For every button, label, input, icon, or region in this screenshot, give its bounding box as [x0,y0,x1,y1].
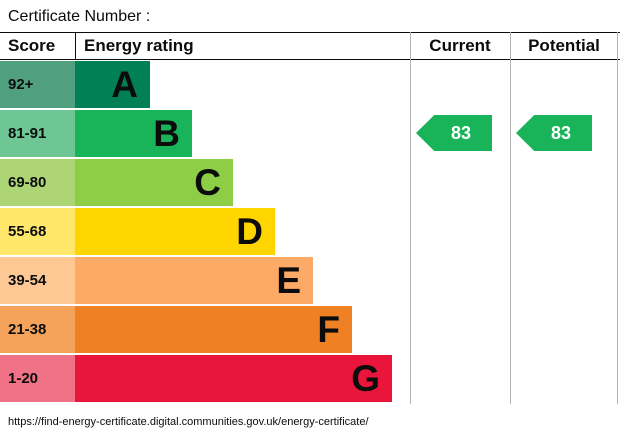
table-header: Score Energy rating Current Potential [0,32,620,60]
energy-rating-column-header: Energy rating [84,36,194,55]
band-row: 81-91 B [0,110,620,157]
band-row: 21-38 F [0,306,620,353]
current-rating-arrow: 83 [416,115,492,151]
band-score-range: 55-68 [8,223,47,240]
band-score-range: 1-20 [8,370,39,387]
band-score-range: 39-54 [8,272,47,289]
current-rating-value: 83 [450,122,472,143]
band-bar: B [75,110,192,157]
band-bar: C [75,159,233,206]
footer-url: https://find-energy-certificate.digital.… [8,416,369,428]
potential-column-divider [510,32,511,404]
band-score-cell: 1-20 [0,355,75,402]
band-letter: A [111,64,138,105]
band-bar: A [75,61,150,108]
page-title: Certificate Number : [8,8,151,25]
band-bar: G [75,355,392,402]
band-row: 69-80 C [0,159,620,206]
band-row: 92+ A [0,61,620,108]
current-column-header: Current [429,36,491,55]
band-score-cell: 55-68 [0,208,75,255]
band-letter: D [236,211,263,252]
band-score-range: 21-38 [8,321,47,338]
current-column-divider [410,32,411,404]
band-score-cell: 92+ [0,61,75,108]
band-letter: B [153,113,180,154]
band-score-range: 69-80 [8,174,47,191]
band-letter: C [194,162,221,203]
band-letter: E [276,260,301,301]
band-bar: E [75,257,313,304]
potential-column-header: Potential [528,36,600,55]
band-score-cell: 69-80 [0,159,75,206]
band-row: 1-20 G [0,355,620,402]
band-score-cell: 39-54 [0,257,75,304]
band-bar: F [75,306,352,353]
band-row: 55-68 D [0,208,620,255]
score-column-divider [75,33,76,59]
band-letter: F [317,309,340,350]
band-letter: G [351,358,380,399]
band-score-range: 81-91 [8,125,47,142]
potential-rating-value: 83 [550,122,572,143]
right-border-line [617,32,618,404]
band-bar: D [75,208,275,255]
band-score-cell: 81-91 [0,110,75,157]
score-column-header: Score [8,36,56,55]
band-row: 39-54 E [0,257,620,304]
band-score-range: 92+ [8,76,34,93]
potential-rating-arrow: 83 [516,115,592,151]
band-score-cell: 21-38 [0,306,75,353]
